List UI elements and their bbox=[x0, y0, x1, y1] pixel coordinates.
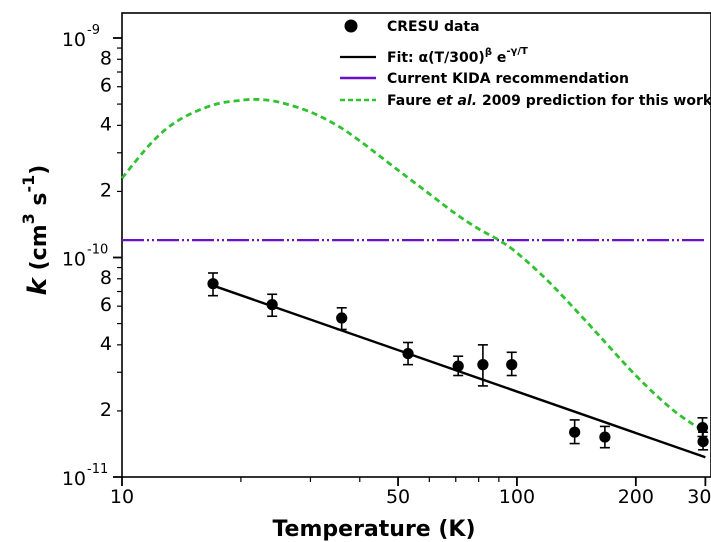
y-axis-title: k (cm3 s-1) bbox=[19, 165, 53, 296]
faure-prediction-curve bbox=[120, 97, 707, 434]
x-tick-label: 200 bbox=[618, 486, 654, 508]
y-tick-label-exponent: -11 bbox=[87, 462, 108, 477]
y-minor-tick-label: 6 bbox=[100, 75, 112, 97]
y-minor-tick-label: 2 bbox=[100, 179, 112, 201]
data-point bbox=[599, 431, 611, 443]
data-point bbox=[569, 426, 581, 438]
legend-label-kida: Current KIDA recommendation bbox=[387, 71, 629, 87]
data-point bbox=[506, 359, 518, 371]
x-tick-label: 100 bbox=[499, 486, 535, 508]
data-point bbox=[336, 312, 348, 324]
x-tick-label: 50 bbox=[386, 486, 410, 508]
y-axis-title-open: (cm bbox=[27, 224, 52, 278]
y-tick-label: 10 bbox=[62, 29, 86, 51]
legend-label-fit-main: Fit: α(T/300) bbox=[387, 50, 485, 66]
y-tick-label-exponent: -10 bbox=[87, 243, 108, 258]
legend-label-cresu: CRESU data bbox=[387, 19, 480, 35]
y-axis-title-expm1: -1 bbox=[19, 175, 38, 193]
y-minor-tick-label: 4 bbox=[100, 113, 112, 135]
data-point bbox=[207, 278, 219, 290]
data-point bbox=[696, 421, 709, 434]
x-axis-title: Temperature (K) bbox=[272, 517, 475, 542]
legend-label-fit-mid: e bbox=[492, 50, 506, 66]
y-minor-tick-label: 8 bbox=[100, 47, 112, 69]
plot-frame bbox=[121, 12, 711, 478]
data-point bbox=[697, 435, 709, 448]
y-tick-label-exponent: -9 bbox=[87, 23, 100, 38]
y-minor-tick-label: 8 bbox=[100, 267, 112, 289]
legend-label-fit-beta: β bbox=[485, 47, 492, 58]
y-minor-tick-label: 2 bbox=[100, 399, 112, 421]
y-axis-title-s: s bbox=[27, 192, 52, 213]
y-axis-title-exp3: 3 bbox=[19, 213, 38, 224]
data-point bbox=[402, 347, 414, 360]
y-axis-title-close: ) bbox=[27, 165, 52, 175]
x-tick-label: 300 bbox=[687, 486, 711, 508]
y-axis-title-k: k bbox=[23, 276, 53, 295]
legend-label-faure: Faure et al. 2009 prediction for this wo… bbox=[387, 93, 711, 109]
data-point bbox=[266, 299, 278, 311]
y-tick-label: 10 bbox=[62, 249, 86, 271]
legend-marker-cresu bbox=[344, 19, 358, 33]
legend-label-fit-exp: -γ/T bbox=[506, 46, 528, 57]
legend-label-fit: Fit: α(T/300)β e-γ/T bbox=[387, 46, 528, 66]
legend: CRESU data Fit: α(T/300)β e-γ/T Current … bbox=[340, 19, 711, 109]
svg-text:k (cm3 s-1): k (cm3 s-1) bbox=[19, 165, 53, 296]
legend-label-faure-post: 2009 prediction for this work bbox=[477, 93, 711, 109]
legend-label-faure-pre: Faure bbox=[387, 93, 436, 109]
x-tick-label: 10 bbox=[110, 486, 134, 508]
series-layer bbox=[120, 97, 709, 459]
legend-label-faure-em: et al. bbox=[436, 93, 477, 109]
y-minor-tick-label: 6 bbox=[100, 294, 112, 316]
y-minor-tick-label: 4 bbox=[100, 333, 112, 355]
data-point bbox=[477, 359, 489, 371]
y-tick-label: 10 bbox=[62, 468, 86, 490]
data-point bbox=[452, 360, 464, 372]
